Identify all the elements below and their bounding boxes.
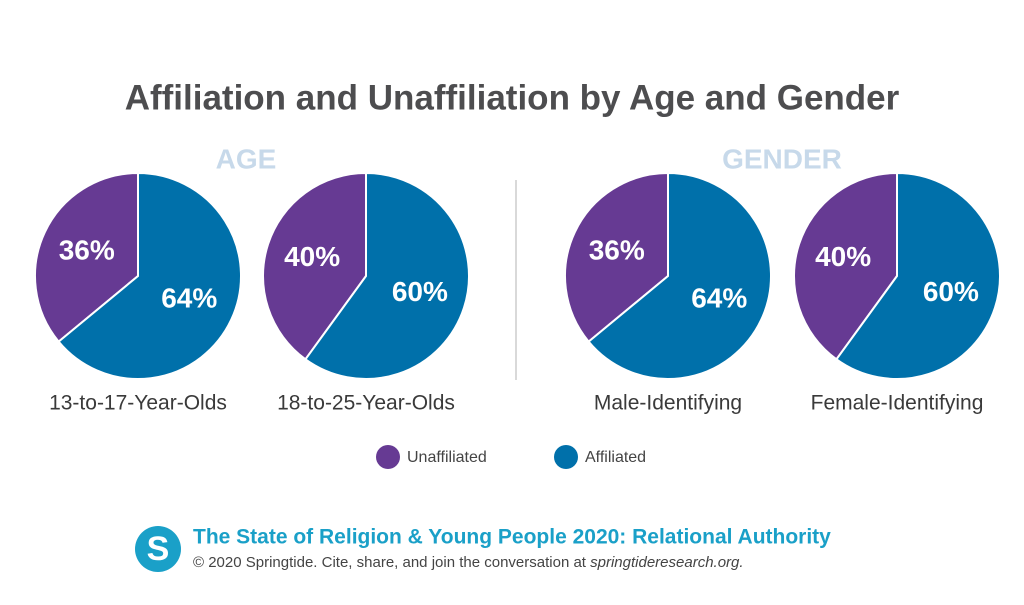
legend-swatch [376,445,400,469]
data-label: 40% [815,241,871,272]
footer-link: springtideresearch.org. [590,554,743,571]
pie-slice [587,171,772,380]
legend-label: Affiliated [585,449,646,466]
chart-title: Affiliation and Unaffiliation by Age and… [125,78,900,117]
group-label: GENDER [722,143,842,174]
group-label: AGE [216,143,277,174]
pie-slice [304,171,470,380]
pie-label: 13-to-17-Year-Olds [49,392,227,415]
logo-text: S [147,530,170,568]
data-label: 60% [923,276,979,307]
legend-label: Unaffiliated [407,449,487,466]
pie-slice [793,171,898,361]
data-label: 64% [691,283,747,314]
pie-slice [564,171,669,344]
pie-label: Male-Identifying [594,392,742,415]
pie-label: Female-Identifying [811,392,984,415]
pie-slice [262,171,367,361]
data-label: 36% [59,234,115,265]
data-label: 64% [161,283,217,314]
pie-slice [57,171,242,380]
logo [135,526,181,572]
data-label: 40% [284,241,340,272]
pie-slice [34,171,139,344]
pie-label: 18-to-25-Year-Olds [277,392,455,415]
footer-copyright: © 2020 Springtide. Cite, share, and join… [193,554,744,571]
copyright: © 2020 Springtide. Cite, share, and join… [193,554,590,571]
legend-swatch [554,445,578,469]
data-label: 36% [589,234,645,265]
footer-title: The State of Religion & Young People 202… [193,526,831,549]
data-label: 60% [392,276,448,307]
pie-slice [835,171,1001,380]
